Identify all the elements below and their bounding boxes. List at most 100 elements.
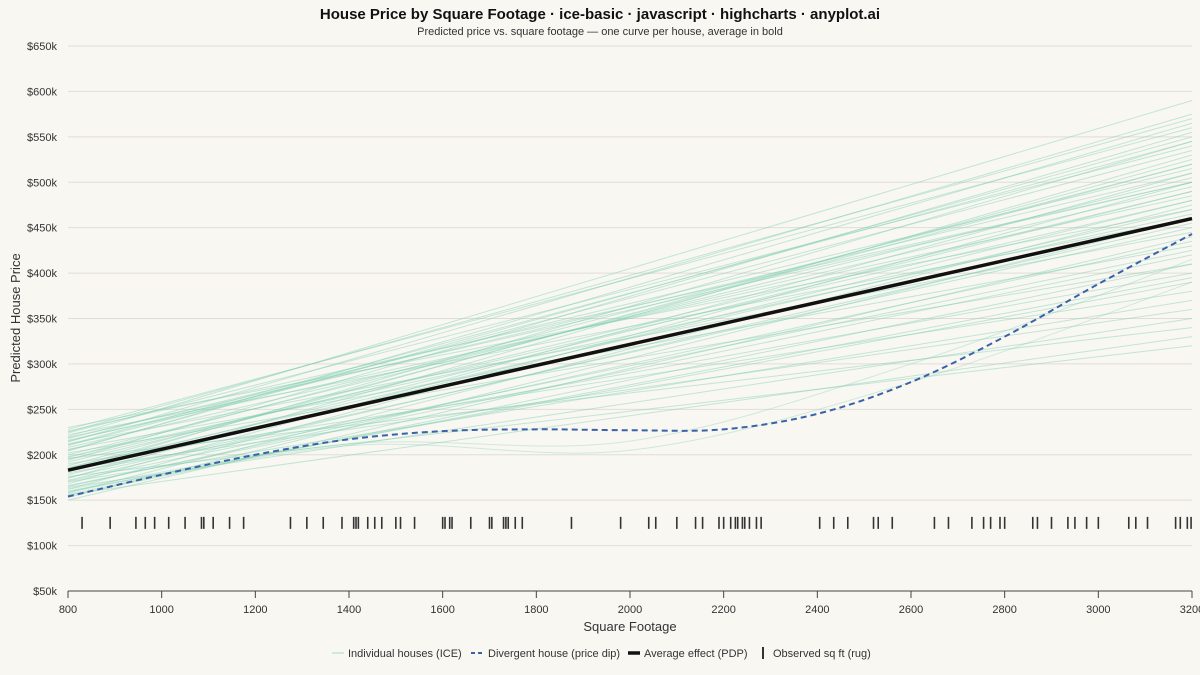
x-tick-label: 1200	[243, 604, 267, 616]
ice-line	[67, 190, 1193, 463]
ice-line	[67, 131, 1193, 461]
ice-line	[67, 136, 1193, 451]
ice-line	[67, 222, 1193, 481]
ice-line	[67, 177, 1193, 456]
y-tick-label: $350k	[27, 314, 57, 326]
ice-line	[67, 159, 1193, 469]
ice-line	[67, 308, 1193, 470]
ice-line	[67, 118, 1193, 433]
ice-line	[67, 240, 1193, 488]
ice-line	[67, 186, 1193, 448]
y-tick-label: $500k	[27, 177, 57, 189]
y-axis-title: Predicted House Price	[8, 253, 23, 382]
ice-line-curved	[67, 281, 1193, 495]
ice-line	[67, 140, 1193, 472]
ice-line	[67, 318, 1193, 488]
ice-line	[67, 277, 1193, 493]
y-tick-label: $400k	[27, 268, 57, 280]
ice-line	[67, 149, 1193, 447]
ice-line	[67, 181, 1193, 490]
ice-line	[67, 100, 1193, 438]
ice-line	[67, 181, 1193, 432]
ice-line	[67, 254, 1193, 487]
pdp-series	[67, 216, 1193, 472]
y-tick-label: $150k	[27, 495, 57, 507]
x-tick-label: 1800	[524, 604, 548, 616]
ice-line	[67, 168, 1193, 439]
x-tick-label: 3200	[1180, 604, 1200, 616]
ice-line	[67, 113, 1193, 443]
pdp-line	[67, 216, 1193, 472]
ice-line	[67, 181, 1193, 438]
x-tick-label: 2800	[992, 604, 1016, 616]
legend-label-rug: Observed sq ft (rug)	[773, 648, 871, 660]
x-tick-label: 2600	[899, 604, 923, 616]
divergent-line	[67, 233, 1193, 498]
x-tick-label: 3000	[1086, 604, 1110, 616]
legend-item-rug[interactable]: Observed sq ft (rug)	[762, 647, 871, 660]
ice-line	[67, 172, 1193, 442]
ice-line	[67, 231, 1193, 445]
ice-line	[67, 163, 1193, 458]
ice-line	[67, 127, 1193, 430]
legend-item-pdp[interactable]: Average effect (PDP)	[628, 648, 748, 660]
legend-label-ice: Individual houses (ICE)	[348, 648, 462, 660]
x-tick-label: 2400	[805, 604, 829, 616]
chart-title: House Price by Square Footage · ice-basi…	[320, 6, 880, 23]
legend-label-divergent: Divergent house (price dip)	[488, 648, 620, 660]
ice-line	[67, 245, 1193, 450]
ice-line	[67, 336, 1193, 496]
ice-line	[67, 299, 1193, 483]
chart-subtitle: Predicted price vs. square footage — one…	[417, 26, 783, 38]
ice-line	[67, 236, 1193, 501]
ice-line	[67, 122, 1193, 452]
ice-line	[67, 204, 1193, 494]
y-tick-label: $650k	[27, 41, 57, 53]
y-tick-label: $50k	[33, 586, 57, 598]
y-tick-label: $300k	[27, 359, 57, 371]
ice-line	[67, 195, 1193, 441]
y-tick-label: $550k	[27, 132, 57, 144]
y-tick-label: $200k	[27, 450, 57, 462]
legend-label-pdp: Average effect (PDP)	[644, 648, 748, 660]
x-tick-label: 1400	[337, 604, 361, 616]
ice-line	[67, 213, 1193, 458]
ice-line	[67, 227, 1193, 478]
y-tick-label: $100k	[27, 541, 57, 553]
x-axis-title: Square Footage	[583, 619, 676, 634]
ice-line	[67, 172, 1193, 485]
y-tick-label: $450k	[27, 223, 57, 235]
ice-line	[67, 209, 1193, 428]
ice-line	[67, 154, 1193, 479]
ice-line	[67, 209, 1193, 468]
ice-line	[67, 272, 1193, 474]
x-tick-label: 1600	[430, 604, 454, 616]
x-tick-label: 2200	[711, 604, 735, 616]
ice-line	[67, 190, 1193, 471]
ice-line	[67, 263, 1193, 454]
y-tick-label: $600k	[27, 86, 57, 98]
legend[interactable]: Individual houses (ICE) Divergent house …	[332, 647, 871, 660]
divergent-series	[67, 233, 1193, 498]
ice-line	[67, 249, 1193, 482]
ice-line	[67, 327, 1193, 459]
legend-item-divergent[interactable]: Divergent house (price dip)	[471, 648, 620, 660]
ice-line	[67, 140, 1193, 446]
y-tick-label: $250k	[27, 404, 57, 416]
ice-line	[67, 263, 1193, 497]
legend-item-ice[interactable]: Individual houses (ICE)	[332, 648, 462, 660]
ice-line	[67, 163, 1193, 467]
rug-series	[81, 516, 1192, 529]
ice-line	[67, 218, 1193, 498]
ice-line	[67, 290, 1193, 465]
ice-line	[67, 145, 1193, 434]
ice-line-curved	[67, 258, 1193, 490]
x-tick-label: 800	[59, 604, 77, 616]
axes: $50k $100k $150k $200k $250k $300k $350k $400k $…	[27, 41, 1200, 616]
ice-line	[67, 281, 1193, 492]
x-tick-label: 1000	[149, 604, 173, 616]
ice-line	[67, 218, 1193, 436]
ice-lines	[67, 100, 1193, 501]
